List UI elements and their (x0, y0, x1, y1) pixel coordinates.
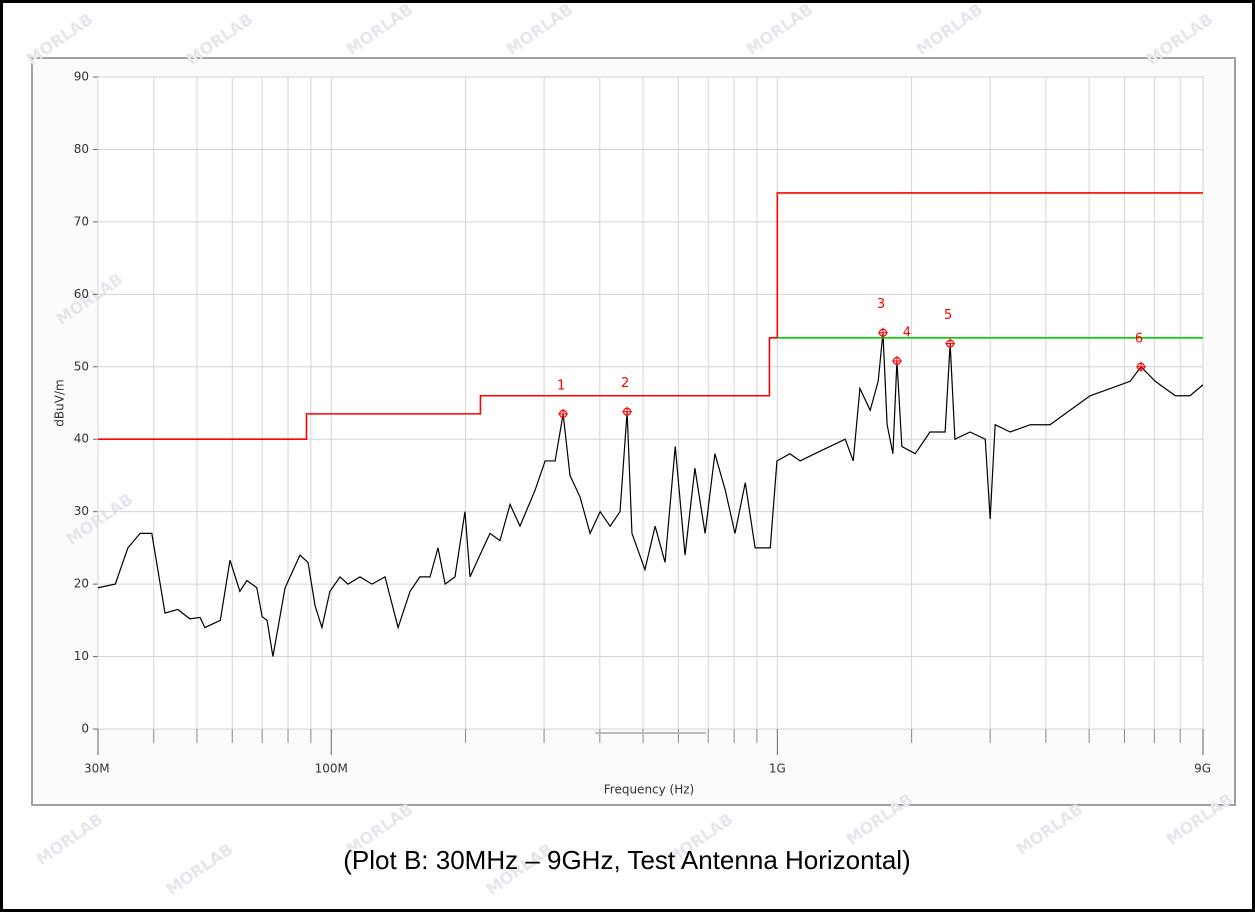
x-axis-label: Frequency (Hz) (604, 783, 695, 797)
y-tick-label: 30 (74, 504, 89, 518)
marker-label: 4 (903, 325, 911, 340)
x-tick-label: 9G (1194, 762, 1211, 776)
marker-label: 3 (877, 297, 885, 312)
x-tick-label: 100M (315, 762, 348, 776)
plot-area (97, 76, 1204, 730)
y-axis-label: dBuV/m (53, 379, 67, 426)
x-tick-label: 30M (84, 762, 110, 776)
y-tick-label: 0 (81, 722, 89, 736)
marker-label: 1 (557, 378, 565, 393)
y-tick-label: 50 (74, 359, 89, 373)
y-tick-label: 20 (74, 577, 89, 591)
marks: 1 2 3 4 5 6 (97, 192, 1204, 657)
marker-label: 6 (1135, 331, 1143, 346)
y-tick-label: 40 (74, 432, 89, 446)
y-tick-label: 80 (74, 142, 89, 156)
marker-label: 2 (621, 376, 629, 391)
y-tick-label: 90 (74, 70, 89, 84)
series-line (97, 332, 1204, 657)
caption: (Plot B: 30MHz – 9GHz, Test Antenna Hori… (343, 845, 910, 875)
y-tick-label: 70 (74, 214, 89, 228)
grid: 0 10 20 30 40 50 60 70 80 90 30M 100M 1G 9G (74, 70, 1211, 776)
y-tick-label: 10 (74, 649, 89, 663)
x-tick-label: 1G (769, 762, 786, 776)
marker-label: 5 (944, 308, 952, 323)
y-tick-label: 60 (74, 287, 89, 301)
series-line (98, 192, 1203, 441)
